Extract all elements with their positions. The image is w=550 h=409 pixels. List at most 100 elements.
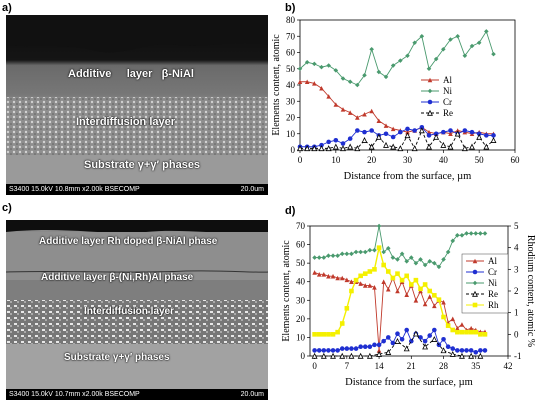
y-tick-label: 60: [286, 48, 296, 58]
x-tick-label: 0: [298, 155, 303, 165]
data-point-rh: [372, 267, 377, 272]
data-point-cr: [339, 346, 345, 351]
data-point-rh: [473, 329, 479, 335]
data-point-al: [413, 297, 419, 303]
data-point-rh: [335, 329, 340, 335]
data-point-ni: [468, 231, 474, 236]
data-point-re: [376, 350, 383, 357]
data-point-cr: [399, 336, 405, 342]
x-tick-label: 35: [471, 361, 481, 371]
data-point-rh: [464, 329, 469, 335]
sem-image-c-graphic: [6, 220, 268, 400]
series-line-cr: [300, 126, 494, 148]
data-point-re: [320, 352, 327, 359]
data-point-al: [312, 81, 317, 86]
data-point-al: [330, 273, 336, 279]
data-point-re: [304, 145, 311, 152]
data-point-re: [440, 141, 447, 148]
data-point-re: [297, 145, 303, 152]
data-point-ni: [358, 249, 363, 255]
panel-c-label: c): [2, 202, 12, 214]
data-point-cr: [340, 141, 346, 146]
y-tick-label: 40: [286, 80, 296, 90]
data-point-cr: [390, 134, 396, 140]
x-tick-label: 20: [367, 155, 377, 165]
data-point-re: [397, 145, 404, 152]
y-tick-label: 40: [296, 277, 306, 287]
y-axis-label: Elements content, atomic: [271, 34, 282, 136]
data-point-re: [476, 133, 483, 140]
x-tick-label: 7: [345, 361, 350, 371]
data-point-cr: [347, 136, 353, 141]
data-point-re: [332, 143, 339, 150]
data-point-rh: [427, 288, 433, 294]
data-point-cr: [473, 349, 479, 355]
data-point-re: [390, 143, 397, 150]
sem-image-a-graphic: [6, 15, 268, 195]
y-tick-label: 20: [286, 113, 296, 123]
layer-label-additive-a: Additive layer β-NiAl: [68, 68, 194, 80]
data-point-cr: [316, 348, 322, 353]
y-tick-label: 20: [296, 314, 306, 324]
data-point-rh: [385, 269, 391, 274]
data-point-rh: [326, 332, 331, 337]
data-point-rh: [367, 269, 373, 274]
series-rh: [312, 245, 488, 337]
data-point-re: [325, 145, 332, 152]
data-point-ni: [436, 264, 442, 270]
data-point-al: [372, 284, 377, 290]
legend-label-cr: Cr: [488, 267, 497, 277]
data-point-ni: [381, 249, 386, 255]
x-tick-label: 30: [403, 155, 413, 165]
data-point-rh: [409, 282, 414, 287]
data-point-re: [469, 143, 475, 150]
data-point-al: [376, 118, 382, 124]
data-point-cr: [464, 348, 469, 353]
data-point-rh: [413, 277, 419, 283]
data-point-ni: [455, 33, 460, 39]
sem-info-bar-c: S3400 15.0kV 10.7mm x2.00k BSECOMP 20.0u…: [6, 389, 268, 400]
legend-marker-ni: [472, 280, 478, 286]
data-point-rh: [353, 277, 359, 283]
legend-label-re: Re: [488, 289, 498, 299]
data-point-re: [394, 337, 401, 344]
data-point-re: [412, 330, 419, 337]
data-point-cr: [468, 348, 474, 353]
x-tick-label: 42: [504, 361, 513, 371]
data-point-cr: [330, 348, 336, 353]
data-point-rh: [459, 329, 465, 335]
layer-label-substrate-c: Substrate γ+γ′ phases: [64, 352, 170, 363]
data-point-cr: [319, 142, 324, 148]
data-point-rh: [450, 327, 456, 333]
data-point-rh: [418, 286, 423, 292]
data-point-cr: [419, 124, 425, 130]
data-point-cr: [404, 327, 409, 333]
data-point-cr: [383, 131, 389, 137]
data-point-al: [395, 288, 400, 294]
data-point-ni: [376, 223, 382, 229]
y-axis-label: Elements content, atomic: [281, 240, 292, 342]
data-point-ni: [462, 53, 468, 59]
scale-bar-label-a: 20.0um: [240, 186, 264, 193]
data-point-rh: [321, 332, 327, 337]
data-point-al: [319, 85, 324, 91]
data-point-al: [344, 277, 350, 283]
x-tick-label: 10: [331, 155, 341, 165]
data-point-re: [490, 137, 497, 143]
data-point-re: [411, 145, 418, 152]
x-tick-label: 40: [439, 155, 449, 165]
data-point-cr: [385, 335, 391, 340]
data-point-ni: [297, 66, 303, 72]
data-point-ni: [404, 258, 409, 264]
y2-tick-label: 5: [514, 221, 519, 231]
data-point-cr: [418, 335, 423, 340]
data-point-rh: [455, 329, 460, 335]
data-point-ni: [473, 231, 479, 236]
data-point-ni: [441, 257, 446, 262]
data-point-ni: [455, 232, 460, 238]
data-point-al: [448, 131, 453, 137]
data-point-ni: [433, 56, 439, 62]
data-point-cr: [482, 348, 488, 353]
data-point-re: [433, 133, 440, 140]
y2-axis-label: Rhodium content, atomic %: [525, 235, 536, 347]
